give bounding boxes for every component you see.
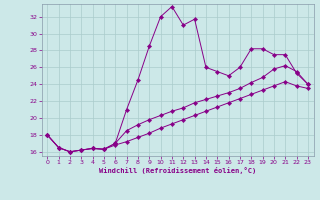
X-axis label: Windchill (Refroidissement éolien,°C): Windchill (Refroidissement éolien,°C) <box>99 167 256 174</box>
